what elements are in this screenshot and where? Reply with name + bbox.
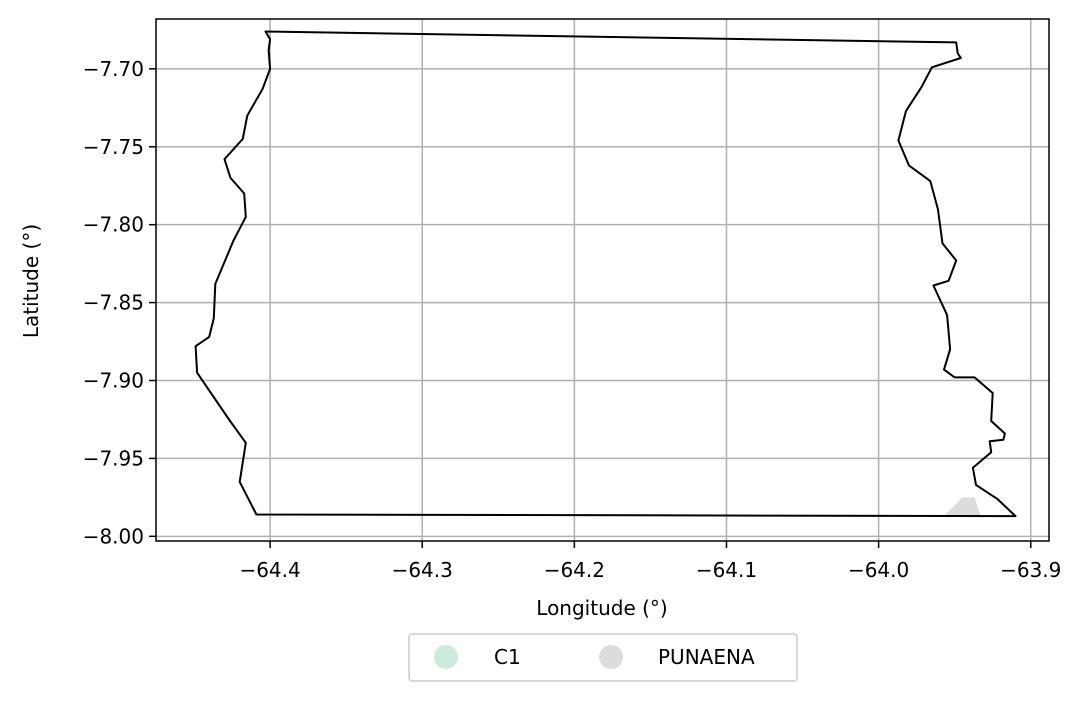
legend: C1 PUNAENA xyxy=(408,633,798,682)
boundary-outline xyxy=(194,30,1017,518)
x-tick-label-5: −63.9 xyxy=(1000,558,1061,582)
y-tick-label-4: −7.90 xyxy=(83,369,144,393)
x-tick-label-4: −64.0 xyxy=(848,558,909,582)
y-tick-label-1: −7.75 xyxy=(83,135,144,159)
legend-marker-c1 xyxy=(434,645,458,669)
y-tick-label-0: −7.70 xyxy=(83,57,144,81)
plot-frame xyxy=(155,18,1050,542)
x-tick-label-1: −64.3 xyxy=(392,558,453,582)
y-tick-label-2: −7.80 xyxy=(83,213,144,237)
x-tick-label-2: −64.2 xyxy=(544,558,605,582)
legend-marker-punaena xyxy=(599,645,623,669)
x-tick-label-3: −64.1 xyxy=(696,558,757,582)
y-axis-ticks: −7.70 −7.75 −7.80 −7.85 −7.90 −7.95 −8.00 xyxy=(83,57,156,548)
y-tick-label-6: −8.00 xyxy=(83,524,144,548)
grid-lines xyxy=(156,19,1049,541)
x-axis-label: Longitude (°) xyxy=(536,596,667,620)
regions-layer xyxy=(944,497,981,517)
legend-label-punaena: PUNAENA xyxy=(658,645,755,669)
x-tick-label-0: −64.4 xyxy=(239,558,300,582)
legend-label-c1: C1 xyxy=(494,645,521,669)
region-punaena xyxy=(944,497,981,517)
y-axis-label: Latitude (°) xyxy=(19,224,43,338)
y-tick-label-3: −7.85 xyxy=(83,291,144,315)
x-axis-ticks: −64.4 −64.3 −64.2 −64.1 −64.0 −63.9 xyxy=(239,541,1061,582)
y-tick-label-5: −7.95 xyxy=(83,446,144,470)
